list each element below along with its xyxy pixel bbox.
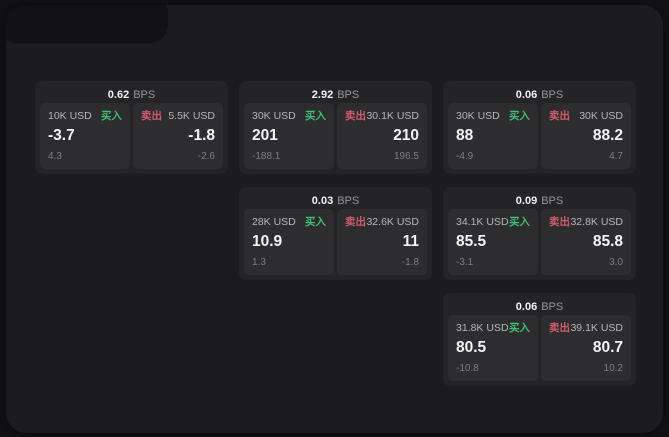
bps-unit-label: BPS: [541, 300, 564, 313]
buy-quote-tile[interactable]: 34.1K USD 买入 85.5 -3.1: [448, 209, 538, 275]
bps-value: 0.03: [311, 194, 334, 207]
quote-card: 0.09 BPS 34.1K USD 买入 85.5 -3.1 卖出 32.8K…: [443, 187, 636, 280]
sell-price: -1.8: [188, 127, 215, 144]
buy-quote-tile[interactable]: 30K USD 买入 88 -4.9: [448, 103, 538, 169]
sell-size-label: 32.6K USD: [366, 216, 419, 228]
quote-card: 2.92 BPS 30K USD 买入 201 -188.1 卖出 30.1K …: [239, 81, 432, 174]
bps-header: 0.03 BPS: [244, 192, 427, 209]
sell-side-label: 卖出: [345, 110, 366, 122]
sell-quote-tile[interactable]: 卖出 32.8K USD 85.8 3.0: [541, 209, 631, 275]
buy-side-label: 买入: [509, 216, 530, 228]
buy-quote-tile[interactable]: 28K USD 买入 10.9 1.3: [244, 209, 334, 275]
buy-size-label: 10K USD: [48, 110, 92, 122]
sell-quote-tile[interactable]: 卖出 30K USD 88.2 4.7: [541, 103, 631, 169]
buy-quote-tile[interactable]: 31.8K USD 买入 80.5 -10.8: [448, 315, 538, 381]
sell-delta: 196.5: [393, 151, 419, 162]
buy-size-label: 28K USD: [252, 216, 296, 228]
buy-price: -3.7: [48, 127, 75, 144]
buy-size-label: 34.1K USD: [456, 216, 509, 228]
buy-size-label: 30K USD: [252, 110, 296, 122]
bps-unit-label: BPS: [133, 88, 156, 101]
sell-quote-tile[interactable]: 卖出 39.1K USD 80.7 10.2: [541, 315, 631, 381]
quote-card: 0.06 BPS 31.8K USD 买入 80.5 -10.8 卖出 39.1…: [443, 293, 636, 386]
sell-price: 11: [402, 233, 419, 250]
buy-side-label: 买入: [101, 110, 122, 122]
buy-delta: -4.9: [456, 151, 474, 162]
sell-side-label: 卖出: [141, 110, 162, 122]
buy-delta: -10.8: [456, 363, 479, 374]
buy-side-label: 买入: [305, 110, 326, 122]
buy-side-label: 买入: [305, 216, 326, 228]
sell-quote-tile[interactable]: 卖出 32.6K USD 11 -1.8: [337, 209, 427, 275]
buy-price: 85.5: [456, 233, 487, 250]
sell-size-label: 30K USD: [579, 110, 623, 122]
bps-unit-label: BPS: [541, 88, 564, 101]
buy-delta: -3.1: [456, 257, 474, 268]
bps-value: 0.09: [515, 194, 538, 207]
quote-card: 0.06 BPS 30K USD 买入 88 -4.9 卖出 30K USD: [443, 81, 636, 174]
buy-quote-tile[interactable]: 30K USD 买入 201 -188.1: [244, 103, 334, 169]
buy-price: 10.9: [252, 233, 283, 250]
quote-card: 0.62 BPS 10K USD 买入 -3.7 4.3 卖出 5.5K USD: [35, 81, 228, 174]
buy-delta: 4.3: [48, 151, 62, 162]
bps-unit-label: BPS: [541, 194, 564, 207]
quote-card-grid: 0.62 BPS 10K USD 买入 -3.7 4.3 卖出 5.5K USD: [35, 81, 636, 386]
bps-value: 0.06: [515, 88, 538, 101]
sell-size-label: 30.1K USD: [366, 110, 419, 122]
sell-side-label: 卖出: [345, 216, 366, 228]
bps-header: 0.06 BPS: [448, 86, 631, 103]
sell-size-label: 39.1K USD: [570, 322, 623, 334]
sell-delta: -2.6: [197, 151, 215, 162]
bps-value: 0.06: [515, 300, 538, 313]
buy-size-label: 30K USD: [456, 110, 500, 122]
sell-price: 80.7: [592, 339, 623, 356]
sell-delta: 3.0: [609, 257, 623, 268]
quote-card: 0.03 BPS 28K USD 买入 10.9 1.3 卖出 32.6K US…: [239, 187, 432, 280]
buy-side-label: 买入: [509, 110, 530, 122]
app-panel: 0.62 BPS 10K USD 买入 -3.7 4.3 卖出 5.5K USD: [6, 5, 663, 433]
sell-side-label: 卖出: [549, 322, 570, 334]
sell-delta: 10.2: [603, 363, 623, 374]
bps-header: 0.06 BPS: [448, 298, 631, 315]
bps-value: 2.92: [311, 88, 334, 101]
buy-price: 201: [252, 127, 278, 144]
sell-quote-tile[interactable]: 卖出 30.1K USD 210 196.5: [337, 103, 427, 169]
bps-header: 2.92 BPS: [244, 86, 427, 103]
sell-delta: -1.8: [401, 257, 419, 268]
bps-header: 0.09 BPS: [448, 192, 631, 209]
buy-side-label: 买入: [509, 322, 530, 334]
sell-price: 85.8: [592, 233, 623, 250]
sell-side-label: 卖出: [549, 216, 570, 228]
sell-price: 88.2: [592, 127, 623, 144]
buy-delta: -188.1: [252, 151, 281, 162]
bps-header: 0.62 BPS: [40, 86, 223, 103]
bps-unit-label: BPS: [337, 194, 360, 207]
buy-price: 88: [456, 127, 474, 144]
sell-quote-tile[interactable]: 卖出 5.5K USD -1.8 -2.6: [133, 103, 223, 169]
buy-price: 80.5: [456, 339, 487, 356]
sell-price: 210: [393, 127, 419, 144]
buy-size-label: 31.8K USD: [456, 322, 509, 334]
bps-value: 0.62: [107, 88, 130, 101]
sell-size-label: 32.8K USD: [570, 216, 623, 228]
buy-quote-tile[interactable]: 10K USD 买入 -3.7 4.3: [40, 103, 130, 169]
sell-side-label: 卖出: [549, 110, 570, 122]
top-left-corner-cutout: [6, 5, 168, 43]
sell-size-label: 5.5K USD: [168, 110, 215, 122]
sell-delta: 4.7: [609, 151, 623, 162]
buy-delta: 1.3: [252, 257, 266, 268]
bps-unit-label: BPS: [337, 88, 360, 101]
